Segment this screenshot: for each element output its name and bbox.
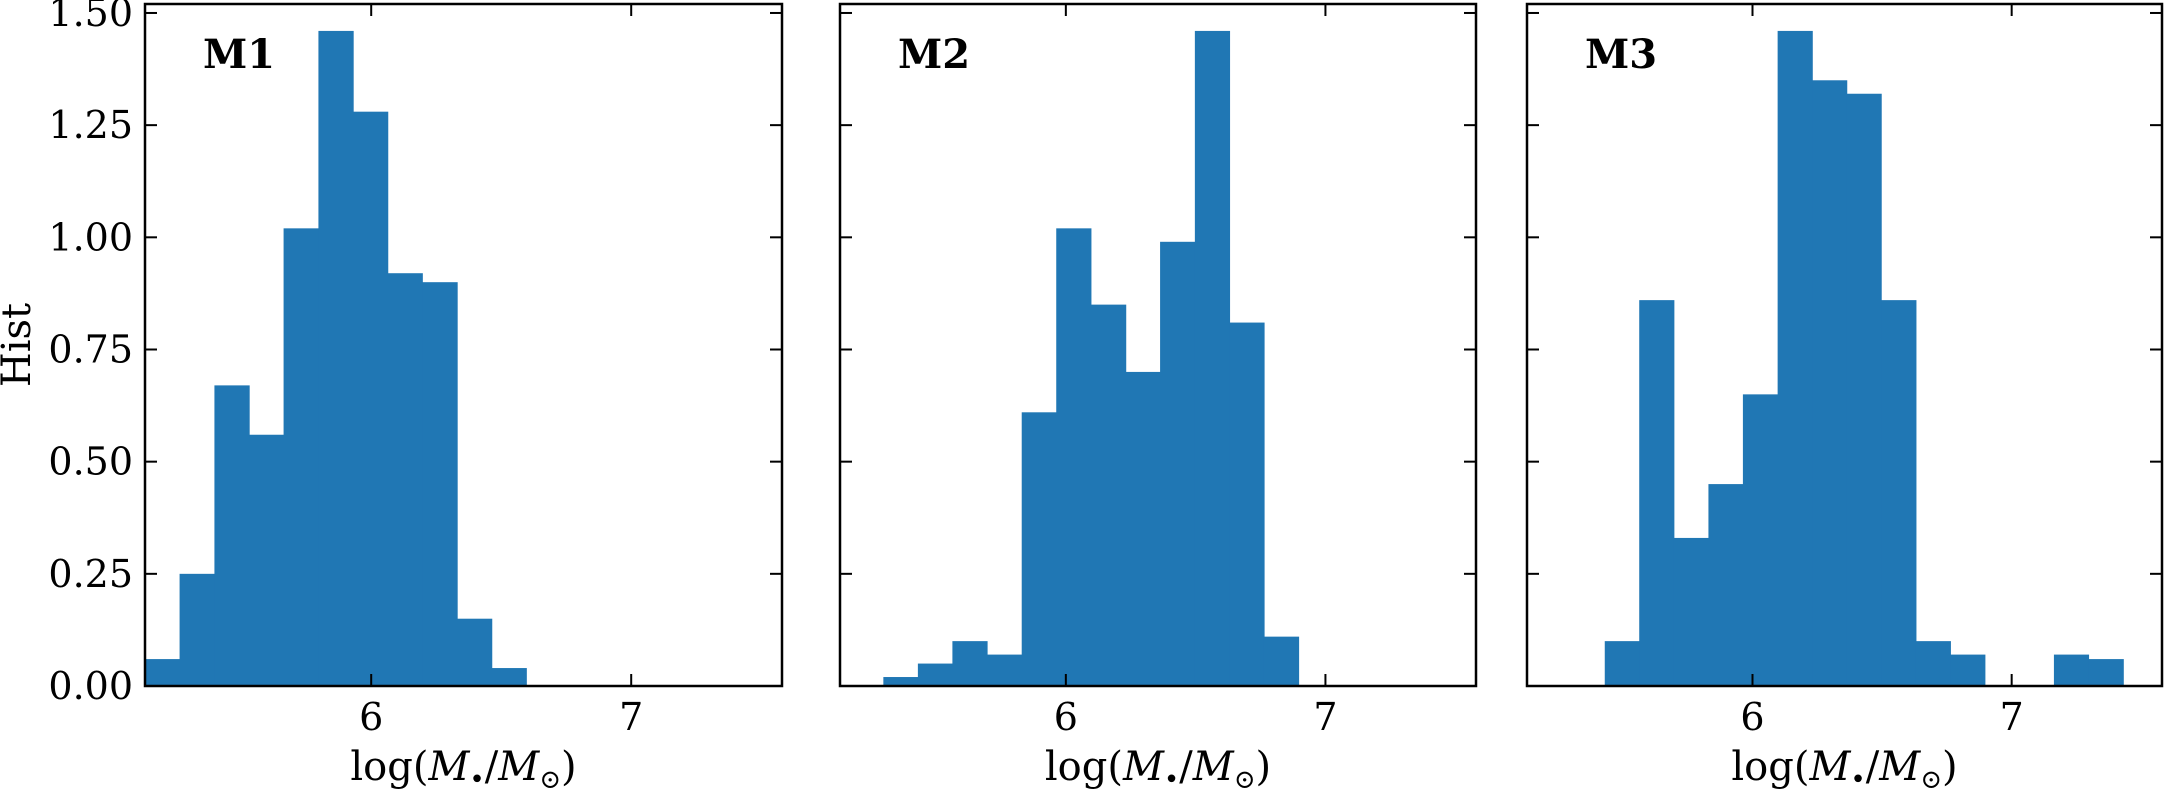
- histogram-bar: [145, 659, 181, 686]
- histogram-bar: [1229, 322, 1265, 686]
- x-axis-label: log(M•/M⊙): [1045, 744, 1271, 789]
- y-axis-label: Hist: [0, 303, 40, 387]
- histogram-bar: [1091, 304, 1127, 686]
- histogram-bar: [249, 434, 285, 686]
- histogram-bar: [1915, 641, 1951, 686]
- histogram-bar: [179, 573, 215, 686]
- histogram-bar: [491, 668, 527, 686]
- histogram-bar: [1194, 30, 1231, 687]
- plot-frame: [1525, 2, 2164, 688]
- histogram-bar: [1125, 371, 1161, 686]
- histogram-bar: [283, 228, 319, 686]
- y-tick-label: 1.00: [48, 215, 133, 259]
- histogram-bar: [2088, 659, 2124, 686]
- histogram-bar: [318, 30, 354, 687]
- histogram-bar: [2053, 654, 2090, 686]
- x-axis-label: log(M•/M⊙): [350, 744, 576, 789]
- y-tick-label: 1.50: [48, 0, 133, 35]
- histogram-bar: [422, 282, 458, 686]
- y-tick-label: 1.25: [48, 103, 133, 147]
- histogram-bar: [883, 677, 919, 686]
- histogram-bar: [1881, 300, 1917, 686]
- y-tick-label: 0.00: [48, 664, 133, 708]
- plot-frame: [143, 2, 784, 688]
- histogram-bar: [1160, 241, 1196, 687]
- panel-label: M3: [1585, 31, 1657, 78]
- histogram-bar: [1812, 80, 1848, 686]
- histogram-bar: [1639, 300, 1675, 686]
- plot-frame: [838, 2, 1478, 688]
- x-tick-label: 6: [359, 695, 383, 739]
- y-tick-label: 0.25: [48, 552, 133, 596]
- panel-label: M1: [203, 31, 275, 78]
- y-tick-label: 0.50: [48, 440, 133, 484]
- histogram-bar: [1708, 484, 1744, 686]
- x-tick-label: 7: [1313, 695, 1337, 739]
- histogram-bar: [1950, 654, 1986, 686]
- histogram-bar: [1021, 412, 1057, 686]
- panel-label: M2: [898, 31, 970, 78]
- histogram-bar: [1604, 641, 1640, 686]
- histogram-bar: [917, 663, 954, 686]
- histogram-bar: [1742, 394, 1779, 686]
- histogram-bar: [1263, 636, 1300, 686]
- histogram-bar: [1673, 537, 1710, 686]
- x-tick-label: 6: [1740, 695, 1764, 739]
- x-tick-label: 6: [1054, 695, 1078, 739]
- y-tick-label: 0.75: [48, 327, 133, 371]
- x-tick-label: 7: [2000, 695, 2024, 739]
- histogram-bar: [214, 385, 250, 686]
- x-axis-label: log(M•/M⊙): [1731, 744, 1957, 789]
- histogram-bar: [387, 273, 423, 686]
- histogram-bar: [1056, 228, 1092, 686]
- histogram-bar: [1777, 30, 1813, 687]
- histogram-bar: [952, 641, 988, 686]
- histogram-bar: [1846, 93, 1882, 687]
- histogram-bar: [353, 111, 389, 687]
- x-tick-label: 7: [619, 695, 643, 739]
- histogram-bar: [457, 618, 493, 686]
- histogram-bar: [987, 654, 1023, 686]
